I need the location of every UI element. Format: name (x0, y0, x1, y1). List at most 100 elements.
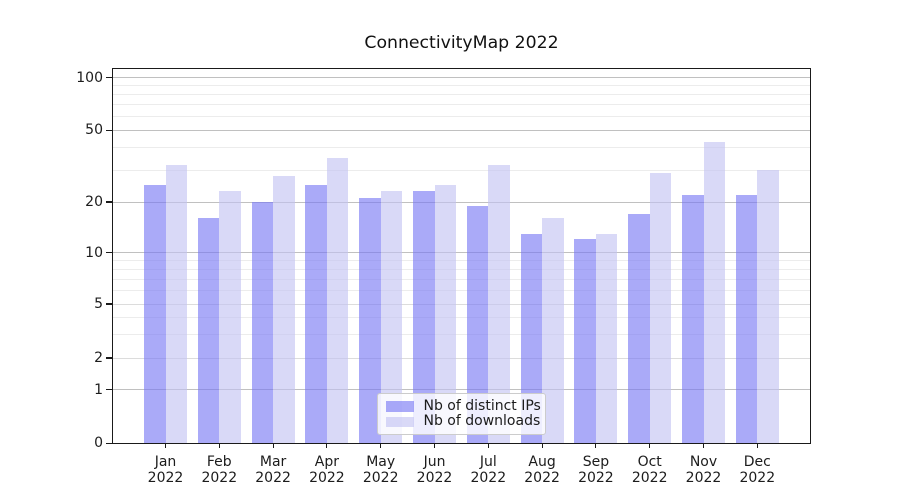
x-tick-year: 2022 (147, 470, 184, 486)
gridline-60 (112, 115, 811, 117)
x-tick-label-jul: Jul 2022 (456, 454, 520, 487)
legend-label-downloads: Nb of downloads (423, 413, 541, 430)
gridline-80 (112, 93, 811, 95)
y-tick-label-100: 100 (76, 69, 103, 86)
bar-ips-mar (251, 202, 274, 444)
y-tick-mark-20 (106, 201, 112, 203)
x-tick-mark-aug (541, 443, 543, 448)
x-tick-year: 2022 (578, 470, 614, 486)
legend-label-distinct-ips: Nb of distinct IPs (423, 397, 541, 414)
legend-row: Nb of downloads (386, 414, 540, 430)
bar-ips-jun (413, 191, 435, 444)
bar-ips-jul (466, 205, 489, 444)
x-tick-year: 2022 (362, 470, 399, 486)
x-tick-month: Oct (637, 453, 662, 470)
y-tick-mark-0 (106, 442, 112, 444)
x-tick-year: 2022 (685, 470, 722, 486)
gridline-50 (112, 129, 811, 131)
x-tick-year: 2022 (470, 470, 507, 486)
bar-downloads-apr (326, 158, 349, 444)
y-tick-mark-100 (106, 76, 112, 79)
x-tick-month: Mar (259, 453, 287, 470)
x-tick-label-dec: Dec 2022 (725, 454, 789, 487)
x-tick-year: 2022 (201, 470, 238, 486)
y-tick-label-10: 10 (85, 244, 103, 261)
y-tick-mark-50 (106, 129, 112, 131)
y-tick-label-20: 20 (85, 194, 103, 210)
x-tick-mark-feb (218, 443, 220, 448)
bar-downloads-dec (757, 170, 779, 444)
x-tick-month: Jun (423, 453, 446, 470)
legend-row: Nb of distinct IPs (386, 398, 541, 415)
x-tick-month: Sep (582, 453, 610, 470)
x-tick-label-may: May 2022 (349, 454, 413, 487)
gridline-90 (112, 85, 811, 87)
bar-downloads-jan (165, 165, 187, 444)
y-tick-label-5: 5 (94, 296, 103, 312)
x-tick-year: 2022 (739, 470, 776, 486)
gridline-100 (112, 77, 811, 78)
x-tick-month: Feb (206, 453, 232, 470)
bar-ips-may (359, 198, 381, 444)
x-tick-label-mar: Mar 2022 (241, 454, 305, 487)
legend-swatch-distinct-ips (386, 401, 414, 412)
x-tick-month: Dec (743, 453, 771, 470)
bar-ips-feb (197, 218, 220, 444)
x-tick-label-nov: Nov 2022 (672, 454, 736, 487)
bar-downloads-may (380, 191, 403, 444)
x-tick-mark-jun (433, 443, 436, 448)
x-tick-mark-oct (649, 443, 651, 448)
bar-ips-oct (628, 213, 650, 444)
bar-downloads-aug (542, 218, 564, 444)
x-tick-label-aug: Aug 2022 (510, 454, 574, 487)
x-tick-year: 2022 (631, 470, 668, 486)
x-tick-month: May (366, 453, 396, 470)
x-tick-mark-jul (487, 443, 489, 448)
chart-title: ConnectivityMap 2022 (364, 33, 559, 53)
x-tick-label-feb: Feb 2022 (187, 454, 251, 487)
x-tick-mark-may (380, 443, 382, 448)
bar-ips-jan (144, 184, 166, 444)
y-tick-label-2: 2 (94, 350, 103, 366)
y-tick-mark-2 (106, 357, 112, 359)
y-tick-label-1: 1 (94, 381, 103, 398)
x-tick-label-sep: Sep 2022 (564, 454, 628, 487)
bar-downloads-jun (434, 184, 456, 444)
x-tick-month: Nov (689, 453, 718, 470)
x-tick-mark-apr (326, 443, 328, 448)
x-tick-year: 2022 (309, 470, 345, 486)
bar-downloads-sep (595, 233, 618, 444)
x-tick-label-apr: Apr 2022 (295, 454, 359, 487)
bar-downloads-mar (273, 175, 295, 444)
bar-downloads-feb (219, 191, 241, 444)
bar-ips-dec (735, 194, 758, 444)
x-tick-month: Aug (528, 453, 556, 470)
x-tick-month: Apr (314, 453, 339, 470)
x-tick-year: 2022 (416, 470, 453, 486)
x-tick-mark-nov (702, 443, 705, 448)
x-tick-label-oct: Oct 2022 (618, 454, 682, 487)
x-tick-month: Jul (479, 453, 497, 470)
x-tick-month: Jan (154, 453, 177, 470)
x-tick-mark-jan (164, 443, 167, 448)
bar-downloads-nov (703, 142, 725, 444)
bar-ips-apr (305, 184, 327, 444)
y-tick-label-50: 50 (85, 122, 103, 139)
x-tick-mark-mar (272, 443, 274, 448)
x-tick-label-jun: Jun 2022 (403, 454, 467, 487)
y-tick-mark-5 (106, 303, 112, 305)
x-tick-mark-sep (595, 443, 597, 448)
bar-ips-sep (574, 239, 596, 444)
y-tick-label-0: 0 (94, 435, 103, 452)
y-tick-mark-10 (106, 252, 112, 254)
gridline-70 (112, 104, 811, 106)
legend-swatch-downloads (386, 416, 414, 427)
x-tick-year: 2022 (255, 470, 291, 486)
x-tick-label-jan: Jan 2022 (134, 454, 198, 487)
y-tick-mark-1 (106, 389, 112, 391)
bar-downloads-jul (488, 165, 510, 444)
x-tick-year: 2022 (524, 470, 560, 486)
bar-downloads-oct (649, 172, 672, 444)
x-tick-mark-dec (756, 443, 758, 448)
